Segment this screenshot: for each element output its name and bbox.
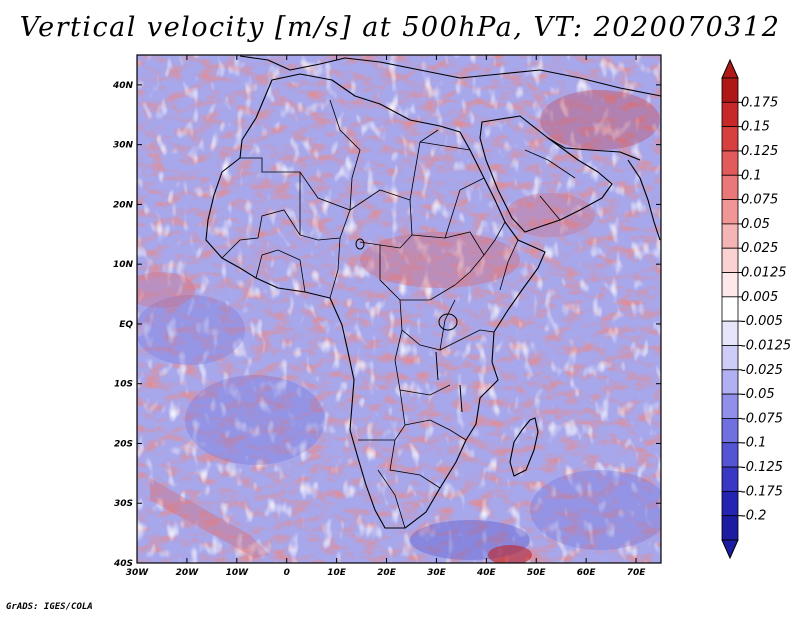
coastlines [205,55,661,529]
lon-tick-label: 30E [427,568,447,578]
colorbar-label: -0.025 [741,363,783,378]
colorbar-swatch [721,199,739,225]
lake-chad [355,238,365,250]
lon-tick-label: 70E [627,568,647,578]
ascent-patch [137,272,195,308]
colorbar-swatch [721,101,739,128]
colorbar-label: -0.075 [741,411,783,426]
ascent-patch [540,90,660,150]
lon-tick-label: 10W [226,568,250,578]
colorbar-label: 0.175 [741,95,778,110]
map-plot-area [137,55,661,563]
country-borders [221,99,576,529]
arabia-coastline [479,115,613,233]
colorbar-bottom-arrow [721,539,739,560]
lon-tick-label: 0 [284,568,290,578]
colorbar-label: -0.175 [741,484,783,499]
colorbar-swatch [721,223,739,249]
weak-motion-field [137,55,661,563]
colorbar-swatch [721,490,739,517]
ascent-patch [505,193,595,237]
colorbar-label: 0.025 [741,241,778,256]
map-title: Vertical velocity [m/s] at 500hPa, VT: 2… [19,12,781,43]
lon-tick-label: 20E [377,568,397,578]
colorbar-swatch [721,296,739,322]
europe-coastline [239,55,661,97]
colorbar-swatch [721,393,739,419]
lat-tick-label: EQ [119,320,133,330]
colorbar-swatch [721,466,739,492]
colorbar-label: 0.0125 [741,266,787,281]
longitude-ticks: 30W 20W 10W 0 10E 20E 30E 40E 50E 60E 70E [126,55,646,578]
lakes [355,238,463,413]
colorbar: 0.175 0.15 0.125 0.1 0.075 0.05 0.025 0.0125 0.0… [721,58,791,560]
lon-tick-label: 10E [327,568,347,578]
colorbar-label: 0.005 [741,290,778,305]
colorbar-swatch [721,150,739,176]
colorbar-label: 0.15 [741,120,770,135]
africa-coastline [205,73,546,529]
lat-tick-label: 40N [112,81,134,91]
colorbar-label: 0.05 [741,217,770,232]
colorbar-swatch [721,174,739,200]
latitude-ticks: 40N 30N 20N 10N EQ 10S 20S 30S 40S [112,81,661,569]
ascent-band [150,478,270,558]
lon-tick-label: 40E [476,568,497,578]
colorbar-label: -0.1 [741,436,766,451]
colorbar-label: 0.075 [741,193,778,208]
lon-tick-label: 60E [577,568,597,578]
subsidence-patch [530,470,661,550]
subsidence-patch [185,375,325,465]
colorbar-label: -0.005 [741,314,783,329]
india-coastline [627,159,661,241]
subsidence-patch [137,295,245,365]
colorbar-swatch [721,369,739,395]
madagascar-coastline [509,417,539,477]
map-frame [136,54,662,564]
lat-tick-label: 30S [114,499,133,509]
colorbar-swatch [721,272,739,298]
lat-tick-label: 20N [113,200,134,210]
colorbar-label: -0.2 [741,509,766,524]
colorbar-swatch [721,442,739,468]
colorbar-swatch [721,77,739,103]
colorbar-swatch [721,320,739,346]
colorbar-label: -0.0125 [741,338,791,353]
ascent-patch [360,232,520,288]
colorbar-label: 0.1 [741,168,762,183]
middle-east-coastline [547,137,641,161]
colorbar-swatch [721,247,739,273]
lon-tick-label: 20W [176,568,200,578]
lake-malawi [459,384,463,413]
colorbar-label: -0.05 [741,387,775,402]
colorbar-label: -0.125 [741,460,783,475]
colorbar-top-arrow [721,58,739,79]
lon-tick-label: 30W [126,568,150,578]
colorbar-swatch [721,418,739,444]
lon-tick-label: 50E [527,568,547,578]
lat-tick-label: 20S [114,439,133,449]
colorbar-swatch [721,515,739,541]
lat-tick-label: 40S [113,559,133,569]
lat-tick-label: 30N [113,141,134,151]
colorbar-swatch [721,345,739,371]
colorbar-label: 0.125 [741,144,778,159]
lat-tick-label: 10N [113,260,134,270]
colorbar-swatch [721,126,739,152]
lake-tanganyika [435,351,439,381]
lake-victoria [438,313,458,331]
credit-text: GrADS: IGES/COLA [6,602,93,612]
lat-tick-label: 10S [114,380,133,390]
ascent-patch [488,545,532,563]
